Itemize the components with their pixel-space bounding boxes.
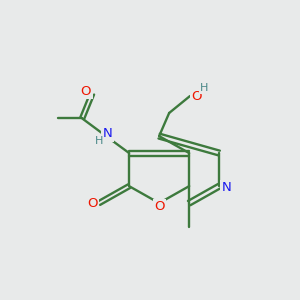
Text: O: O [155, 200, 165, 213]
Text: H: H [95, 136, 103, 146]
Text: O: O [81, 85, 91, 98]
Text: N: N [221, 181, 231, 194]
Text: O: O [88, 197, 98, 210]
Text: H: H [200, 83, 208, 93]
Text: N: N [103, 127, 112, 140]
Text: O: O [191, 90, 201, 103]
